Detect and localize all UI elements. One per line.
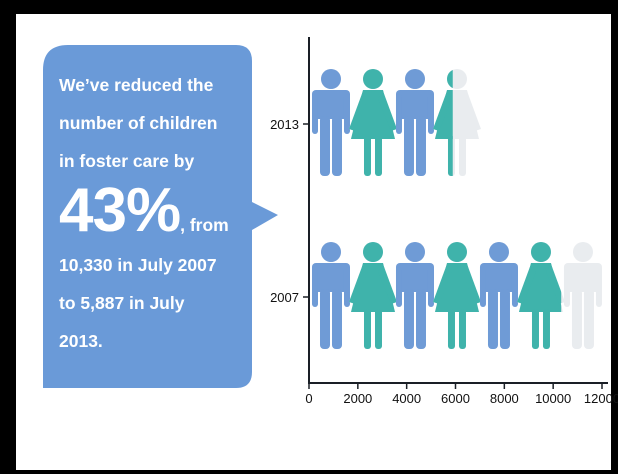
- callout-line-5: 10,330 in July 2007: [59, 255, 217, 275]
- male-person-icon: [479, 242, 518, 349]
- callout-line-3: in foster care by: [59, 151, 195, 171]
- callout-percent: 43%: [59, 176, 181, 245]
- callout-line-2: number of children: [59, 113, 218, 133]
- female-person-icon: [348, 242, 397, 349]
- callout-percent-row: 43%, from: [59, 180, 241, 246]
- male-person-icon: [311, 242, 350, 349]
- female-person-icon: [348, 69, 397, 176]
- callout-text: We’ve reduced the number of children in …: [59, 66, 241, 360]
- frame-border-left: [0, 0, 16, 474]
- female-person-icon: [432, 242, 481, 349]
- x-tick-label: 0: [305, 391, 312, 406]
- category-label: 2013: [270, 117, 299, 132]
- frame-border-bottom: [0, 470, 618, 474]
- male-person-icon: [311, 69, 350, 176]
- x-tick-label: 8000: [490, 391, 519, 406]
- frame-border-right: [611, 0, 618, 474]
- x-tick-label: 10000: [535, 391, 571, 406]
- frame-border-top: [0, 0, 618, 14]
- callout-percent-rest: , from: [180, 215, 229, 235]
- category-label: 2007: [270, 290, 299, 305]
- x-tick-label: 12000: [584, 391, 618, 406]
- male-person-icon: [395, 69, 434, 176]
- callout-bubble-shape: [43, 45, 278, 388]
- x-tick-label: 4000: [392, 391, 421, 406]
- male-person-icon: [395, 242, 434, 349]
- callout-line-7: 2013.: [59, 331, 103, 351]
- x-tick-label: 6000: [441, 391, 470, 406]
- callout-line-6: to 5,887 in July: [59, 293, 185, 313]
- female-person-icon: [432, 69, 453, 176]
- male-person-icon-faded: [563, 242, 602, 349]
- x-tick-label: 2000: [343, 391, 372, 406]
- female-person-icon: [516, 242, 562, 349]
- callout-line-1: We’ve reduced the: [59, 75, 214, 95]
